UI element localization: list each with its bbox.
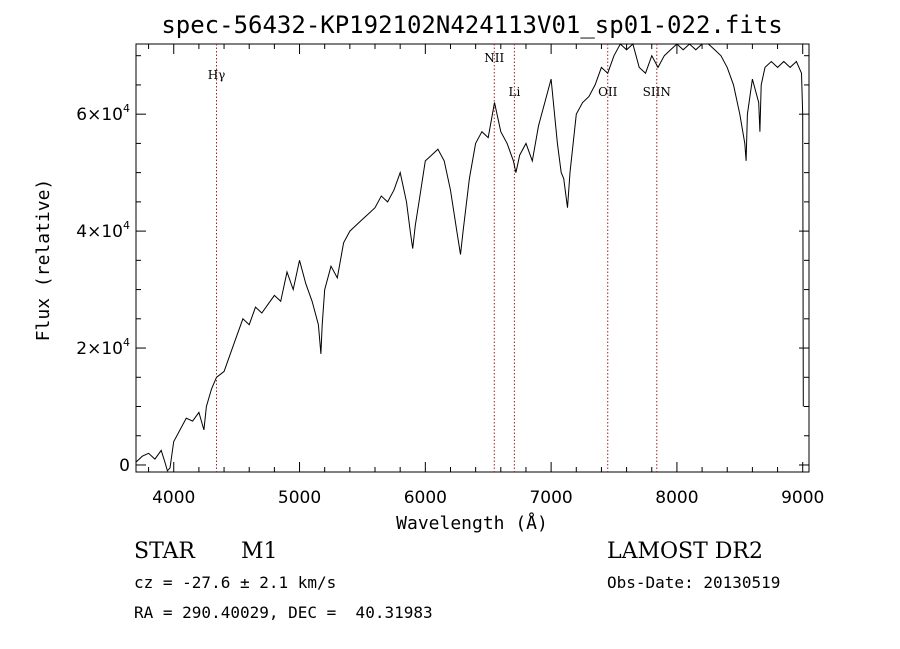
x-tick-label: 4000 — [152, 488, 195, 508]
x-tick-label: 9000 — [781, 488, 824, 508]
emission-line-markers — [216, 44, 658, 472]
redshift-cz: cz = -27.6 ± 2.1 km/s — [134, 573, 337, 592]
y-tick-label: 0 — [119, 456, 130, 476]
x-tick-label: 6000 — [404, 488, 447, 508]
line-label: SIIN — [643, 85, 671, 99]
x-tick-label: 5000 — [278, 488, 321, 508]
line-label: OII — [598, 85, 618, 99]
x-axis-tick-labels: 4000 5000 6000 7000 8000 9000 — [152, 488, 824, 508]
y-tick-label: 4×104 — [76, 219, 130, 242]
chart-title: spec-56432-KP192102N424113V01_sp01-022.f… — [161, 11, 782, 39]
y-tick-label: 2×104 — [76, 336, 130, 359]
line-label: NII — [484, 51, 504, 65]
plot-frame — [135, 43, 810, 473]
observation-date: Obs-Date: 20130519 — [607, 573, 781, 592]
x-axis-ticks — [148, 44, 804, 472]
ra-dec-coordinates: RA = 290.40029, DEC = 40.31983 — [134, 603, 433, 622]
line-label: Hγ — [208, 68, 226, 82]
y-axis-ticks — [136, 55, 809, 466]
line-label: Li — [508, 85, 520, 99]
object-class: STAR — [134, 539, 195, 564]
y-axis-tick-labels: 0 2×104 4×104 6×104 — [76, 102, 130, 476]
x-tick-label: 7000 — [529, 488, 572, 508]
y-axis-label: Flux (relative) — [33, 179, 54, 342]
spectrum-series-line — [135, 43, 804, 472]
emission-line-labels: Hγ NII Li OII SIIN — [208, 51, 671, 99]
y-tick-label: 6×104 — [76, 102, 130, 125]
x-tick-label: 8000 — [655, 488, 698, 508]
x-axis-label: Wavelength (Å) — [396, 512, 548, 534]
object-subclass: M1 — [241, 539, 278, 564]
survey-name: LAMOST DR2 — [607, 539, 763, 564]
